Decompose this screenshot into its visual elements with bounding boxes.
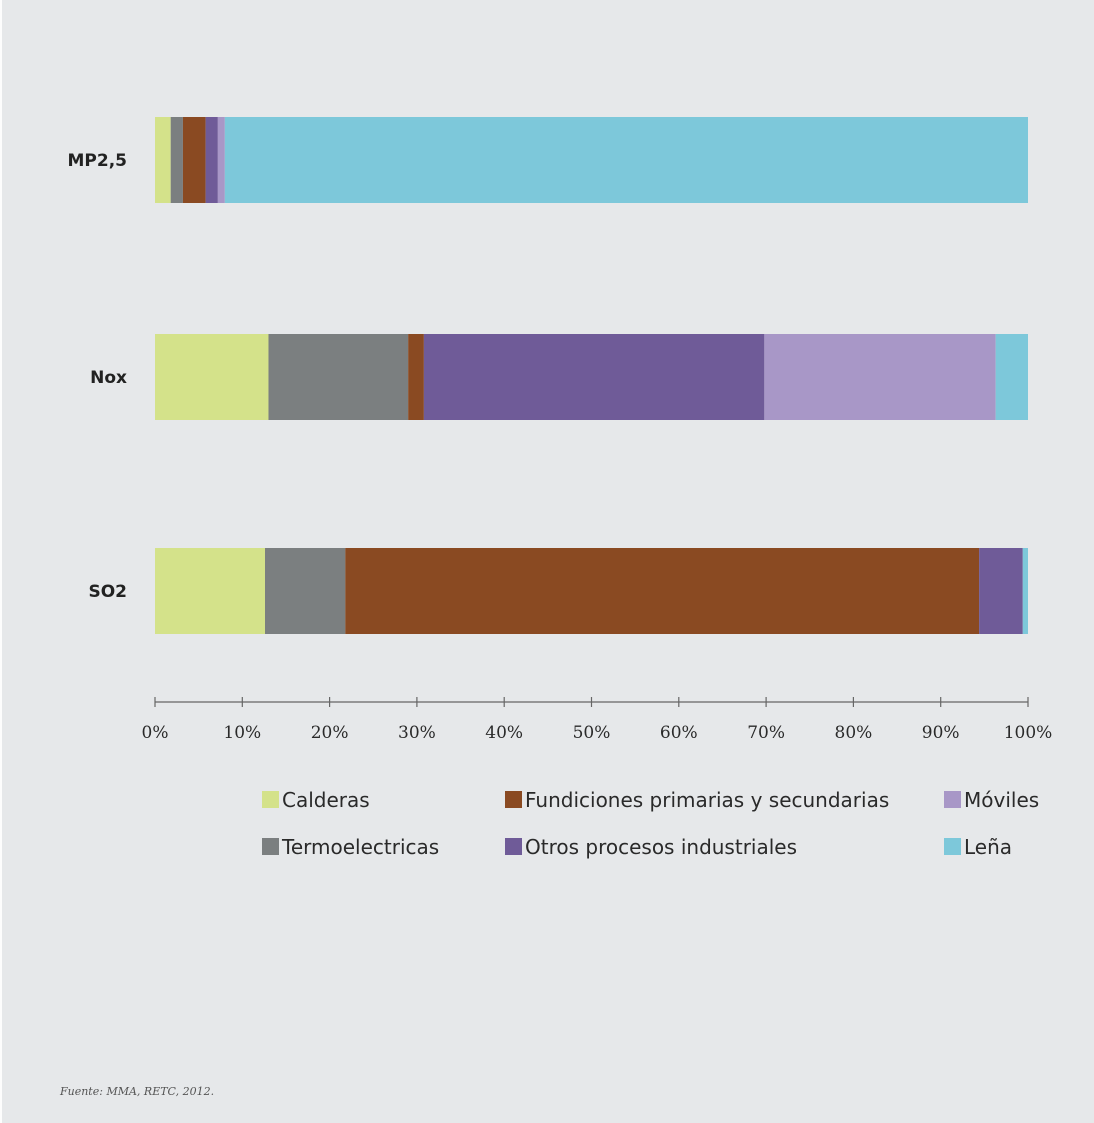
legend-swatch-0-0 [262, 791, 279, 808]
x-tick-label-10: 100% [1004, 723, 1053, 743]
category-label-2: SO2 [88, 582, 127, 602]
x-axis: 0% 10% 20% 30% 40% 50% 60% 70% 80% 90% 100% [142, 697, 1053, 743]
category-labels: MP2,5 Nox SO2 [68, 151, 128, 602]
x-tick-label-5: 50% [573, 723, 611, 743]
category-label-1: Nox [90, 368, 127, 388]
legend-swatch-0-2 [944, 791, 961, 808]
bar-segment-0-5 [224, 117, 1029, 203]
legend-label-0-2: Móviles [964, 788, 1039, 812]
x-tick-label-6: 60% [660, 723, 698, 743]
bar-segment-1-2 [408, 334, 424, 420]
left-edge [0, 0, 2, 1123]
x-tick-label-1: 10% [223, 723, 261, 743]
legend-label-1-1: Otros procesos industriales [525, 835, 797, 859]
bar-segment-2-1 [265, 548, 346, 634]
bar-segment-1-0 [155, 334, 269, 420]
x-tick-label-2: 20% [311, 723, 349, 743]
bar-segment-0-4 [217, 117, 225, 203]
bar-segment-0-1 [170, 117, 183, 203]
source-note: Fuente: MMA, RETC, 2012. [60, 1085, 215, 1098]
legend-swatch-0-1 [505, 791, 522, 808]
x-tick-label-0: 0% [142, 723, 169, 743]
legend: Calderas Fundiciones primarias y secundar… [262, 788, 1039, 859]
legend-label-0-0: Calderas [282, 788, 370, 812]
legend-swatch-1-1 [505, 838, 522, 855]
x-tick-label-3: 30% [398, 723, 436, 743]
legend-label-0-1: Fundiciones primarias y secundarias [525, 788, 889, 812]
bar-segment-1-4 [764, 334, 996, 420]
bar-segment-2-5 [1022, 548, 1028, 634]
legend-label-1-2: Leña [964, 835, 1012, 859]
bar-segment-0-0 [155, 117, 171, 203]
bar-segment-2-0 [155, 548, 265, 634]
x-tick-label-8: 80% [835, 723, 873, 743]
bar-segment-1-5 [995, 334, 1028, 420]
legend-label-1-0: Termoelectricas [281, 835, 439, 859]
bar-segment-2-2 [345, 548, 980, 634]
legend-swatch-1-2 [944, 838, 961, 855]
bar-segment-2-3 [979, 548, 1023, 634]
bar-segment-0-3 [205, 117, 218, 203]
x-tick-label-9: 90% [922, 723, 960, 743]
legend-swatch-1-0 [262, 838, 279, 855]
category-label-0: MP2,5 [68, 151, 128, 171]
bar-segment-1-3 [423, 334, 765, 420]
bar-segment-1-1 [268, 334, 409, 420]
x-tick-label-4: 40% [485, 723, 523, 743]
stacked-bar-chart: MP2,5 Nox SO2 0% 10% 20% 30% 40% 50% 60% 70% 80% 90… [68, 117, 1053, 859]
bar-segment-0-2 [182, 117, 206, 203]
bars-layer [155, 117, 1029, 634]
x-tick-label-7: 70% [747, 723, 785, 743]
